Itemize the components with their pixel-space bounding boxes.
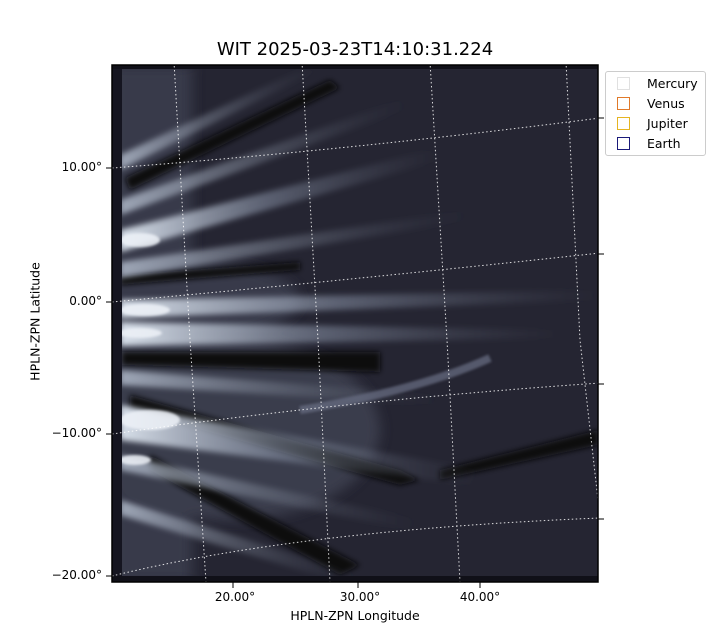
- coordinate-grid: [111, 61, 601, 583]
- legend-swatch-jupiter: [617, 116, 630, 130]
- legend-item-venus: Venus: [617, 95, 685, 111]
- y-tick-label: −20.00°: [51, 568, 102, 582]
- legend-label: Jupiter: [647, 115, 688, 131]
- legend-swatch-mercury: [617, 76, 630, 90]
- legend-label: Venus: [647, 95, 685, 111]
- axis-ticks: [106, 117, 604, 588]
- x-tick-label: 20.00°: [214, 590, 256, 604]
- y-axis-label: HPLN-ZPN Latitude: [27, 262, 43, 381]
- legend-label: Earth: [647, 135, 681, 151]
- y-tick-label: 0.00°: [69, 294, 102, 308]
- legend-item-jupiter: Jupiter: [617, 115, 688, 131]
- x-axis-label: HPLN-ZPN Longitude: [290, 608, 420, 623]
- x-tick-label: 40.00°: [459, 590, 501, 604]
- legend-item-earth: Earth: [617, 135, 681, 151]
- legend-label: Mercury: [647, 75, 698, 91]
- legend: Mercury Venus Jupiter Earth: [605, 71, 706, 156]
- plot-frame: [111, 64, 599, 583]
- coronagraph-image: [112, 65, 598, 582]
- legend-swatch-venus: [617, 96, 630, 110]
- plot-title: WIT 2025-03-23T14:10:31.224: [216, 39, 494, 60]
- y-tick-label: 10.00°: [61, 160, 102, 174]
- y-tick-label: −10.00°: [51, 426, 102, 440]
- x-tick-label: 30.00°: [339, 590, 381, 604]
- legend-swatch-earth: [617, 136, 630, 150]
- legend-item-mercury: Mercury: [617, 75, 698, 91]
